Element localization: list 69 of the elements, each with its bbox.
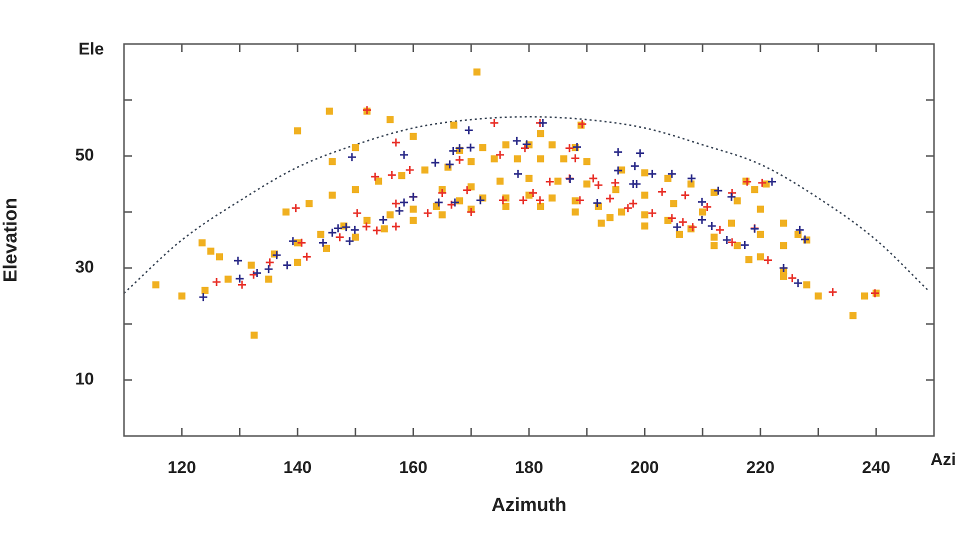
point	[318, 238, 328, 248]
x-tick-label: 220	[746, 458, 775, 477]
point	[234, 274, 245, 284]
y-tick-label: 30	[75, 258, 94, 277]
point	[341, 222, 351, 232]
point	[697, 215, 707, 225]
point	[444, 160, 455, 170]
point	[686, 174, 696, 184]
point	[767, 176, 777, 187]
x-axis-title: Azimuth	[492, 494, 566, 516]
point	[394, 206, 404, 216]
point	[399, 150, 409, 160]
x-tick-label: 240	[862, 458, 890, 477]
point	[466, 142, 476, 152]
point	[464, 125, 474, 136]
point	[476, 195, 486, 206]
point	[347, 152, 357, 162]
point	[513, 169, 523, 179]
point	[454, 143, 464, 153]
text: Azi	[930, 450, 956, 470]
point	[793, 278, 803, 288]
point	[327, 228, 338, 238]
point	[613, 166, 623, 176]
x-tick-label: 200	[630, 458, 659, 477]
point	[282, 260, 292, 270]
point	[672, 222, 682, 232]
point	[647, 169, 658, 179]
point	[434, 198, 444, 208]
point	[272, 250, 282, 260]
point	[697, 197, 707, 207]
line-series	[124, 116, 929, 294]
point	[572, 142, 582, 152]
point	[522, 139, 532, 150]
point	[333, 223, 343, 234]
point	[252, 268, 262, 278]
point	[378, 215, 388, 225]
point	[722, 235, 732, 245]
point	[630, 161, 640, 171]
point	[450, 198, 460, 208]
point	[288, 236, 298, 246]
point	[350, 225, 360, 235]
point	[538, 118, 548, 128]
point	[448, 146, 458, 156]
x-tick-label: 120	[168, 458, 196, 477]
x-tick-label: 140	[283, 458, 312, 477]
point	[667, 169, 677, 179]
point	[198, 292, 208, 302]
point	[613, 147, 623, 157]
y-tick-label: 10	[75, 370, 94, 389]
point	[512, 136, 522, 146]
point	[740, 240, 750, 250]
x-tick-label: 160	[399, 458, 428, 477]
point	[635, 148, 645, 158]
point	[713, 186, 723, 196]
point	[399, 198, 409, 208]
x-tick-label: 180	[514, 458, 544, 477]
point	[726, 192, 736, 202]
point	[430, 158, 440, 168]
point	[264, 264, 274, 274]
y-tick-label: 50	[75, 146, 94, 165]
y-axis-title: Elevation	[0, 198, 22, 282]
point	[707, 221, 717, 231]
point	[778, 263, 788, 273]
point	[344, 236, 354, 246]
point	[794, 225, 805, 235]
point	[233, 256, 243, 266]
point	[800, 234, 810, 244]
text: Ele	[78, 40, 104, 59]
point	[592, 198, 602, 208]
